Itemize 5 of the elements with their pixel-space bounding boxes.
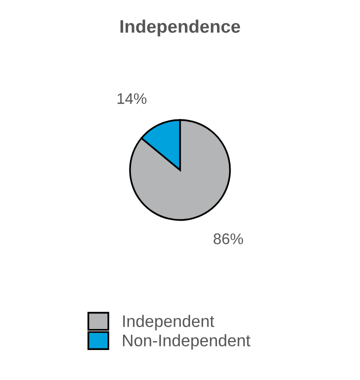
data-label: 14%: [118, 93, 146, 104]
data-label: 86%: [214, 233, 244, 244]
legend-label: Independent: [123, 314, 214, 330]
chart-title: Independence: [120, 20, 240, 36]
legend-label: Non-Independent: [123, 334, 250, 350]
